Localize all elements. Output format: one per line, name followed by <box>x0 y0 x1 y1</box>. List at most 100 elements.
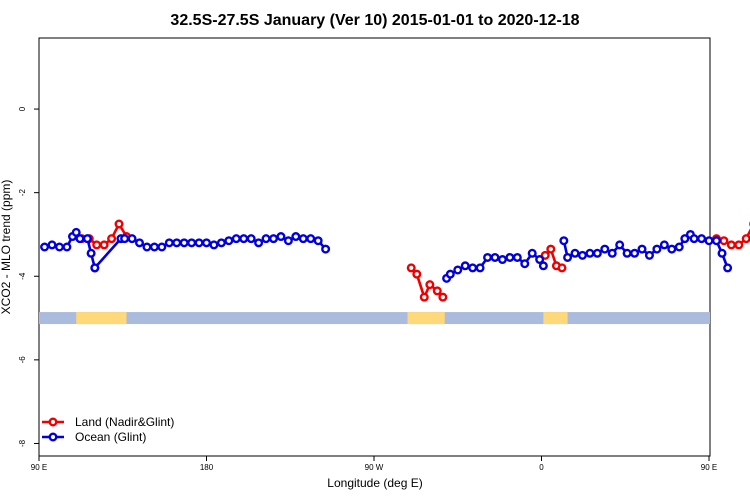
y-tick-label: -4 <box>18 272 27 280</box>
x-tick-label: 0 <box>539 463 544 472</box>
data-point <box>445 269 455 279</box>
data-point <box>86 248 96 258</box>
data-point <box>306 234 316 244</box>
data-point <box>644 250 654 260</box>
data-point <box>607 248 617 258</box>
data-point <box>92 240 102 250</box>
data-point <box>577 250 587 260</box>
data-point <box>711 236 721 246</box>
landmask-band <box>39 312 710 325</box>
series-ocean-glint <box>40 227 750 283</box>
y-tick-label: -6 <box>18 356 27 364</box>
data-point <box>224 236 234 246</box>
data-point <box>680 234 690 244</box>
data-point <box>689 234 699 244</box>
data-point <box>723 263 733 273</box>
data-point <box>313 236 323 246</box>
data-point <box>142 242 152 252</box>
data-point <box>453 265 463 275</box>
data-point <box>717 248 727 258</box>
y-tick-label: -8 <box>18 439 27 447</box>
data-point <box>540 250 550 260</box>
data-point <box>432 286 442 296</box>
data-point <box>438 292 448 302</box>
data-point <box>592 248 602 258</box>
x-tick-label: 90 E <box>31 463 47 472</box>
data-point <box>209 240 219 250</box>
data-point <box>90 263 100 273</box>
legend-swatch-marker <box>48 432 58 442</box>
x-axis-label: Longitude (deg E) <box>327 476 422 490</box>
data-point <box>512 252 522 262</box>
data-point <box>172 238 182 248</box>
y-axis: 0 -2 -4 -6 -8 <box>18 106 39 447</box>
data-point <box>483 252 493 262</box>
chart-title: 32.5S-27.5S January (Ver 10) 2015-01-01 … <box>170 12 579 29</box>
legend: Land (Nadir&Glint)Ocean (Glint) <box>42 415 174 444</box>
data-point <box>231 234 241 244</box>
data-point <box>246 234 256 244</box>
data-point <box>202 238 212 248</box>
land-span <box>407 312 445 325</box>
data-point <box>425 280 435 290</box>
series-layer <box>40 219 750 302</box>
data-point <box>563 252 573 262</box>
data-point <box>135 238 145 248</box>
data-point <box>194 238 204 248</box>
data-point <box>652 244 662 254</box>
data-point <box>62 242 72 252</box>
data-point <box>741 234 750 244</box>
data-point <box>254 238 264 248</box>
ocean-band <box>39 312 710 325</box>
y-axis-label: XCO2 - MLO trend (ppm) <box>0 180 13 315</box>
data-point <box>419 292 429 302</box>
data-point <box>179 238 189 248</box>
data-point <box>149 242 159 252</box>
data-point <box>659 240 669 250</box>
data-point <box>107 234 117 244</box>
data-point <box>298 234 308 244</box>
legend-label: Land (Nadir&Glint) <box>75 415 174 429</box>
data-point <box>600 244 610 254</box>
legend-label: Ocean (Glint) <box>75 430 146 444</box>
data-point <box>269 234 279 244</box>
data-point <box>559 236 569 246</box>
y-tick-label: -2 <box>18 189 27 197</box>
data-point <box>538 261 548 271</box>
y-tick-label: 0 <box>18 106 27 111</box>
data-point <box>216 238 226 248</box>
data-point <box>704 236 714 246</box>
data-point <box>520 259 530 269</box>
data-point <box>412 269 422 279</box>
x-tick-label: 90 W <box>365 463 384 472</box>
land-span <box>543 312 568 325</box>
data-point <box>527 248 537 258</box>
data-point <box>261 234 271 244</box>
data-point <box>630 248 640 258</box>
data-point <box>40 242 50 252</box>
data-point <box>546 244 556 254</box>
data-point <box>82 234 92 244</box>
data-point <box>505 252 515 262</box>
data-point <box>47 240 57 250</box>
data-point <box>187 238 197 248</box>
data-point <box>460 261 470 271</box>
data-point <box>535 255 545 265</box>
data-point <box>497 255 507 265</box>
data-point <box>99 240 109 250</box>
data-point <box>157 242 167 252</box>
data-point <box>637 244 647 254</box>
data-point <box>667 244 677 254</box>
data-point <box>585 248 595 258</box>
data-point <box>468 263 478 273</box>
data-point <box>321 244 331 254</box>
data-point <box>557 263 567 273</box>
data-point <box>75 234 85 244</box>
data-point <box>622 248 632 258</box>
data-point <box>719 236 729 246</box>
data-point <box>291 232 301 242</box>
x-tick-label: 90 E <box>701 463 717 472</box>
data-point <box>164 238 174 248</box>
data-point <box>674 242 684 252</box>
